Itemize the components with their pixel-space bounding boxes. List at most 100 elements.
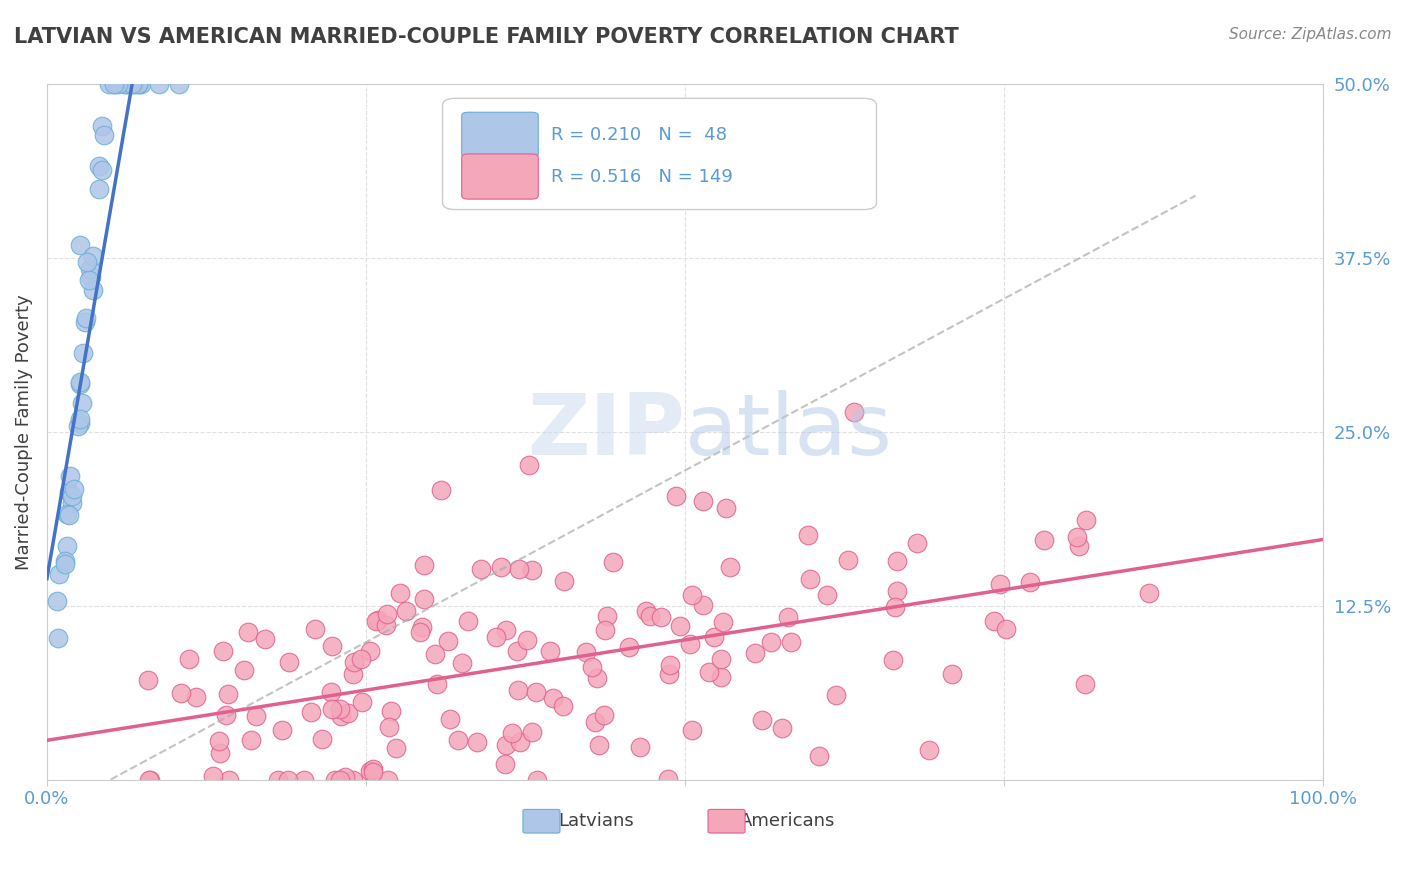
Americans	[995, 622, 1018, 636]
Americans	[240, 733, 263, 747]
Latvians	[53, 557, 76, 571]
Americans	[759, 635, 782, 649]
FancyBboxPatch shape	[443, 98, 876, 210]
Americans	[236, 624, 259, 639]
Latvians	[103, 78, 125, 92]
Americans	[716, 500, 738, 515]
Americans	[679, 637, 702, 651]
Americans	[797, 528, 820, 542]
Americans	[630, 739, 652, 754]
Americans	[681, 588, 703, 602]
Americans	[1137, 586, 1160, 600]
Americans	[697, 665, 720, 680]
Americans	[321, 640, 343, 654]
Y-axis label: Married-Couple Family Poverty: Married-Couple Family Poverty	[15, 294, 32, 570]
Americans	[882, 653, 904, 667]
Americans	[335, 770, 357, 784]
Americans	[551, 699, 574, 714]
Americans	[215, 708, 238, 723]
Americans	[495, 623, 517, 637]
Americans	[245, 709, 267, 723]
Text: LATVIAN VS AMERICAN MARRIED-COUPLE FAMILY POVERTY CORRELATION CHART: LATVIAN VS AMERICAN MARRIED-COUPLE FAMIL…	[14, 27, 959, 46]
Americans	[413, 592, 436, 607]
Americans	[983, 614, 1005, 628]
Americans	[770, 721, 793, 735]
Latvians	[107, 78, 129, 92]
Americans	[385, 740, 408, 755]
Americans	[588, 738, 610, 752]
Latvians	[69, 416, 91, 430]
Text: Source: ZipAtlas.com: Source: ZipAtlas.com	[1229, 27, 1392, 42]
Americans	[710, 669, 733, 683]
Americans	[212, 644, 235, 658]
Americans	[506, 683, 529, 698]
Americans	[520, 563, 543, 577]
Latvians	[58, 508, 80, 523]
Americans	[659, 657, 682, 672]
Americans	[593, 624, 616, 638]
Americans	[657, 772, 679, 786]
Americans	[494, 757, 516, 772]
Americans	[186, 690, 208, 705]
Americans	[825, 688, 848, 702]
Americans	[780, 635, 803, 649]
FancyBboxPatch shape	[523, 809, 560, 833]
Americans	[586, 671, 609, 685]
Americans	[201, 769, 224, 783]
Latvians	[87, 182, 110, 196]
Latvians	[60, 489, 83, 503]
Americans	[692, 494, 714, 508]
Latvians	[56, 539, 79, 553]
Americans	[596, 608, 619, 623]
Americans	[395, 604, 418, 618]
Americans	[681, 723, 703, 738]
Americans	[426, 677, 449, 691]
Americans	[1033, 533, 1056, 547]
Americans	[807, 748, 830, 763]
Americans	[294, 772, 316, 787]
Latvians	[103, 78, 125, 92]
Americans	[516, 633, 538, 648]
Latvians	[69, 377, 91, 392]
Text: Latvians: Latvians	[558, 813, 634, 830]
Latvians	[75, 311, 97, 326]
Latvians	[46, 631, 69, 645]
Americans	[495, 739, 517, 753]
Americans	[329, 772, 352, 787]
Americans	[837, 552, 859, 566]
Americans	[388, 586, 411, 600]
Latvians	[66, 419, 89, 434]
Americans	[501, 726, 523, 740]
Americans	[352, 695, 374, 709]
Americans	[323, 772, 346, 787]
Americans	[703, 631, 725, 645]
Latvians	[76, 254, 98, 268]
Latvians	[122, 78, 145, 92]
Latvians	[48, 567, 70, 582]
Latvians	[90, 163, 112, 178]
Americans	[506, 643, 529, 657]
Americans	[437, 633, 460, 648]
Latvians	[69, 238, 91, 252]
Americans	[988, 577, 1011, 591]
Americans	[1074, 677, 1097, 691]
Americans	[209, 746, 232, 760]
Americans	[485, 630, 508, 644]
Americans	[319, 685, 342, 699]
Americans	[640, 608, 662, 623]
Americans	[367, 613, 389, 627]
Americans	[277, 772, 299, 787]
Americans	[665, 489, 688, 503]
Americans	[430, 483, 453, 498]
Americans	[380, 705, 402, 719]
Latvians	[121, 78, 143, 92]
Latvians	[80, 269, 103, 284]
Latvians	[127, 78, 149, 92]
Americans	[710, 652, 733, 666]
Americans	[330, 708, 353, 723]
Americans	[519, 458, 541, 472]
Americans	[658, 667, 681, 681]
Latvians	[114, 78, 136, 92]
Americans	[941, 666, 963, 681]
Americans	[408, 624, 430, 639]
